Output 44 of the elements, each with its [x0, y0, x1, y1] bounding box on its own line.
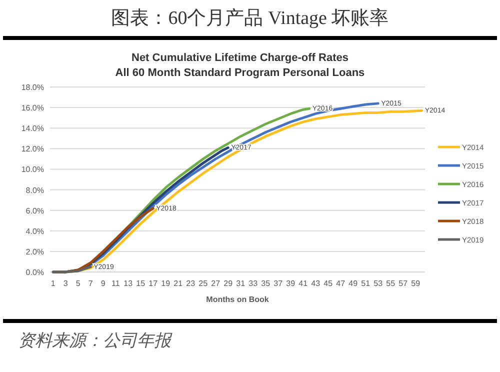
y-tick-label: 10.0% — [21, 165, 44, 174]
x-tick-label: 29 — [224, 279, 234, 288]
y-tick-label: 16.0% — [21, 104, 44, 113]
text: 资料来源：公司年报 — [18, 331, 173, 350]
x-tick-label: 41 — [298, 279, 308, 288]
x-tick-label: 25 — [198, 279, 208, 288]
x-tick-label: 59 — [411, 279, 421, 288]
y-tick-label: 12.0% — [21, 144, 44, 154]
x-tick-label: 7 — [88, 279, 94, 288]
x-tick-label: 37 — [274, 279, 284, 288]
x-tick-label: 39 — [286, 279, 296, 288]
x-tick-label: 51 — [361, 279, 371, 288]
y-tick-label: 6.0% — [26, 206, 44, 216]
y-tick-label: 2.0% — [26, 247, 44, 256]
x-tick-label: 55 — [386, 279, 396, 288]
y-tick-label: 18.0% — [21, 83, 44, 92]
x-tick-label: 1 — [50, 279, 56, 288]
x-tick-label: 27 — [211, 279, 221, 288]
x-tick-label: 15 — [136, 279, 146, 288]
x-tick-label: 45 — [324, 279, 334, 288]
x-tick-label: 3 — [63, 279, 68, 288]
x-tick-label: 31 — [236, 279, 246, 288]
y-tick-label: 14.0% — [21, 124, 44, 134]
y-tick-label: 0.0% — [26, 268, 44, 277]
x-tick-label: 11 — [111, 279, 120, 288]
x-tick-label: 43 — [311, 279, 321, 288]
x-tick-label: 53 — [374, 279, 384, 288]
x-tick-label: 57 — [398, 279, 408, 288]
x-tick-label: 5 — [76, 279, 81, 288]
x-tick-label: 17 — [148, 279, 158, 288]
x-tick-label: 9 — [100, 279, 106, 288]
x-tick-label: 35 — [261, 279, 271, 288]
x-tick-label: 33 — [248, 279, 258, 288]
x-tick-label: 49 — [348, 279, 358, 288]
chart-subtitle: Net Cumulative Lifetime Charge-off Rates All 60 Month Standard Program Personal Loans — [115, 52, 365, 79]
y-tick-label: 4.0% — [26, 226, 44, 236]
x-tick-label: 47 — [336, 279, 346, 288]
x-axis-title: Months on Book — [206, 295, 270, 304]
y-tick-label: 8.0% — [26, 186, 44, 195]
x-tick-label: 23 — [186, 279, 196, 288]
x-tick-label: 19 — [161, 279, 171, 288]
x-tick-label: 21 — [174, 279, 184, 288]
chart-title: 图表：60个月产品 Vintage 坏账率 — [111, 7, 389, 29]
x-tick-label: 13 — [124, 279, 134, 288]
